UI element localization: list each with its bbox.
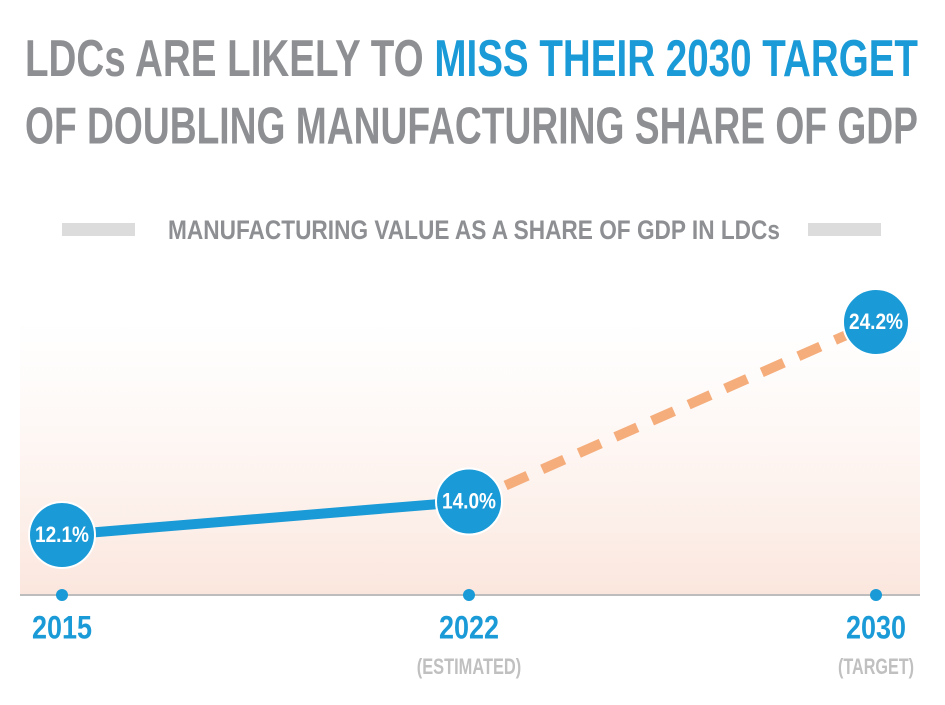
chart-subtitle: MANUFACTURING VALUE AS A SHARE OF GDP IN… [168, 215, 780, 245]
point-marker [28, 501, 96, 569]
x-tick-dot [463, 589, 475, 601]
x-tick-dot [56, 589, 68, 601]
data-label: 12.1% [35, 522, 89, 547]
point-marker [842, 288, 910, 356]
actual-line [61, 496, 470, 540]
title-part: LDCs ARE LIKELY TO [25, 30, 434, 88]
chart-title-line2: OF DOUBLING MANUFACTURING SHARE OF GDP [25, 98, 918, 156]
title-highlight: MISS THEIR 2030 TARGET [434, 30, 918, 88]
x-tick-label: 2030 [846, 609, 906, 645]
chart-title: LDCs ARE LIKELY TO MISS THEIR 2030 TARGE… [25, 30, 918, 88]
subtitle-bar [808, 223, 881, 236]
x-tick-label: 2015 [32, 609, 92, 645]
data-label: 24.2% [849, 309, 903, 334]
x-tick-dot [870, 589, 882, 601]
chart-background [20, 320, 920, 595]
x-tick-note: (ESTIMATED) [417, 654, 522, 679]
x-tick-label: 2022 [439, 609, 499, 645]
projected-line [466, 317, 879, 507]
x-tick-note: (TARGET) [838, 654, 914, 679]
point-marker [435, 467, 503, 536]
subtitle-bar [62, 223, 135, 236]
data-label: 14.0% [442, 488, 496, 513]
